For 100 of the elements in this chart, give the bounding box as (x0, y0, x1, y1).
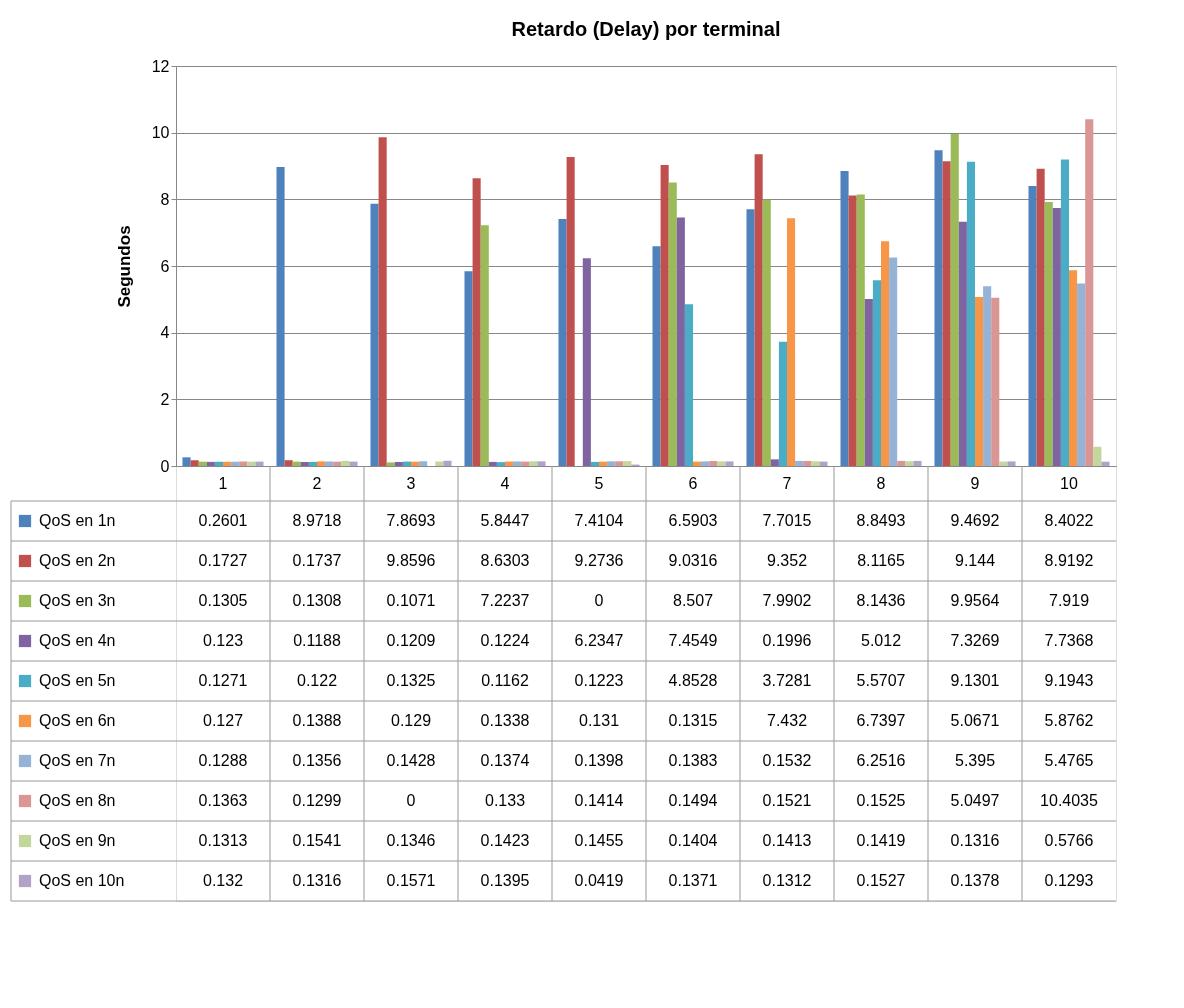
bar (1093, 446, 1102, 466)
bar (623, 461, 632, 466)
bar (872, 280, 881, 466)
bar (419, 461, 428, 466)
bar (206, 461, 215, 466)
bar (349, 461, 358, 466)
data-label: 9.1301 (950, 672, 1000, 689)
bar (762, 199, 771, 466)
data-label: 5.8762 (1044, 712, 1094, 729)
data-label: 6.2347 (574, 632, 624, 649)
data-label: 7.3269 (950, 632, 1000, 649)
bar (1036, 168, 1045, 466)
bar (1069, 270, 1078, 466)
bar (803, 460, 812, 466)
legend-label: QoS en 4n (39, 632, 116, 649)
bar (983, 286, 992, 466)
y-tick-label: 6 (160, 257, 170, 275)
data-label: 0.1494 (668, 792, 718, 809)
x-tick-label: 6 (688, 474, 698, 492)
data-label: 7.4104 (574, 512, 624, 529)
bar (496, 462, 505, 466)
bar (881, 241, 890, 466)
data-label: 8.8493 (856, 512, 906, 529)
bar (770, 459, 779, 466)
data-label: 8.4022 (1044, 512, 1094, 529)
bar (913, 460, 922, 466)
data-label: 0.1071 (386, 592, 436, 609)
data-label: 9.9564 (950, 592, 1000, 609)
data-label: 0.1316 (950, 832, 1000, 849)
data-label: 5.012 (860, 632, 902, 649)
data-label: 9.4692 (950, 512, 1000, 529)
bar (652, 246, 661, 466)
bar (966, 161, 975, 466)
bar (725, 461, 734, 466)
data-label: 6.7397 (856, 712, 906, 729)
bar (717, 461, 726, 466)
data-label: 0.1363 (198, 792, 248, 809)
data-label: 6.2516 (856, 752, 906, 769)
bar (488, 461, 497, 466)
legend-label: QoS en 1n (39, 512, 116, 529)
data-label: 9.0316 (668, 552, 718, 569)
bar (701, 461, 710, 466)
bar (464, 271, 473, 466)
data-label: 0.0419 (574, 872, 624, 889)
bar (684, 304, 693, 466)
bar (529, 461, 538, 466)
data-label: 0.1527 (856, 872, 906, 889)
x-tick-label: 7 (782, 474, 792, 492)
bar (934, 150, 943, 466)
data-label: 8.9192 (1044, 552, 1094, 569)
data-label: 0.133 (484, 792, 526, 809)
data-label: 5.8447 (480, 512, 530, 529)
data-label: 0.1224 (480, 632, 530, 649)
data-label: 0.1996 (762, 632, 812, 649)
bar (889, 257, 898, 466)
data-label: 0.1316 (292, 872, 342, 889)
bar (787, 218, 796, 466)
bar (615, 461, 624, 466)
data-label: 8.507 (672, 592, 714, 609)
data-label: 0.1209 (386, 632, 436, 649)
data-label: 0.1378 (950, 872, 1000, 889)
bar (325, 461, 334, 466)
data-label: 0.132 (202, 872, 244, 889)
bar (676, 217, 685, 466)
bar (276, 166, 285, 466)
data-label: 0 (406, 792, 416, 809)
x-tick-label: 9 (970, 474, 980, 492)
bar (1052, 208, 1061, 466)
bar (284, 460, 293, 466)
bar (840, 171, 849, 466)
bar (754, 154, 763, 466)
bar (607, 461, 616, 466)
data-label: 0.1737 (292, 552, 342, 569)
bar (292, 461, 301, 466)
data-label: 7.7015 (762, 512, 812, 529)
data-label: 0.1308 (292, 592, 342, 609)
legend-label: QoS en 7n (39, 752, 116, 769)
x-tick-label: 3 (406, 474, 416, 492)
data-label: 0.1404 (668, 832, 718, 849)
data-label: 0.5766 (1044, 832, 1094, 849)
data-label: 0.1428 (386, 752, 436, 769)
bar (778, 341, 787, 466)
data-label: 0.1383 (668, 752, 718, 769)
data-label: 8.6303 (480, 552, 530, 569)
y-tick-label: 8 (160, 190, 170, 208)
data-label: 0.1414 (574, 792, 624, 809)
bar (333, 461, 342, 466)
data-label: 0.1398 (574, 752, 624, 769)
bar (590, 461, 599, 466)
x-tick-label: 8 (876, 474, 886, 492)
data-label: 0.1525 (856, 792, 906, 809)
bar (811, 461, 820, 466)
bar (1077, 283, 1086, 466)
data-label: 0.1293 (1044, 872, 1094, 889)
data-label: 9.1943 (1044, 672, 1094, 689)
data-label: 0.1423 (480, 832, 530, 849)
bar (1028, 185, 1037, 466)
bar (411, 461, 420, 466)
bar (513, 461, 522, 466)
bar (223, 461, 232, 466)
